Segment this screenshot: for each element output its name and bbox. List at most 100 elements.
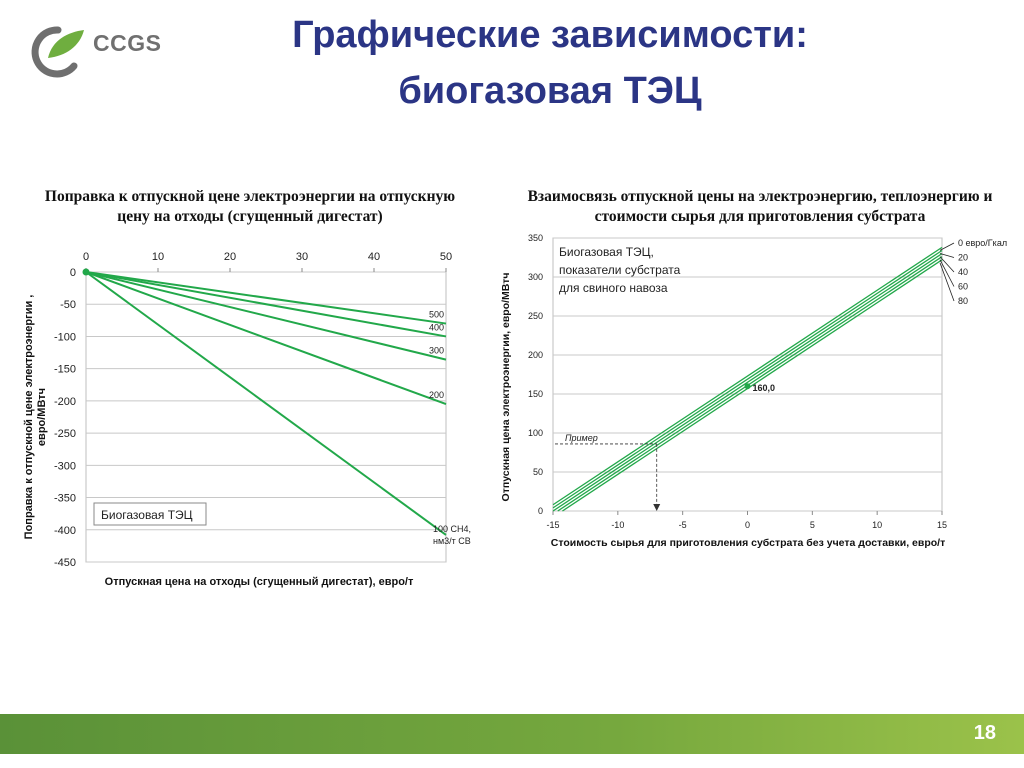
chart1-title-line2: цену на отходы (сгущенный дигестат): [117, 208, 383, 225]
chart1-series-label-line2: нм3/т СВ: [433, 536, 471, 546]
chart2-y-tick-label: 0: [538, 506, 543, 516]
chart1-y-tick-label: 0: [70, 267, 76, 279]
chart2-y-tick-label: 200: [528, 350, 543, 360]
chart2-legend-leader: [939, 253, 955, 258]
chart1-y-tick-label: -100: [54, 331, 76, 343]
chart2-annotation-line2: показатели субстрата: [559, 263, 681, 277]
chart2-point-marker: [744, 383, 751, 390]
chart2-example-arrow-icon: [653, 504, 661, 511]
logo-text: CCGS: [93, 30, 162, 56]
chart1-x-tick-label: 10: [152, 251, 164, 263]
chart2-xlabel: Стоимость сырья для приготовления субстр…: [551, 537, 945, 549]
chart1-series-label-line1: 100 CH4,: [433, 524, 471, 534]
chart2-series-labels: 0 евро/Гкал 20 40 60 80: [958, 238, 1007, 306]
chart2-legend-leader: [939, 256, 955, 273]
chart1-x-tick-label: 30: [296, 251, 308, 263]
chart2: 0 50 100 150 200 250 300 350 -15 -10 -5 0 5 10 15 0 е…: [500, 233, 1007, 549]
chart2-series-label: 20: [958, 253, 968, 263]
chart1-y-tick-label: -450: [54, 557, 76, 569]
chart1-y-tick-label: -350: [54, 493, 76, 505]
logo-ring: [31, 26, 78, 78]
chart2-annotation-line1: Биогазовая ТЭЦ,: [559, 245, 654, 259]
footer-bar: [0, 714, 1024, 754]
chart2-series: [552, 246, 943, 512]
chart1-series-line: [85, 271, 447, 361]
chart2-legend-leader: [939, 242, 955, 251]
chart2-point-label: 160,0: [753, 383, 776, 393]
chart1-x-tick-label: 40: [368, 251, 380, 263]
chart1-y-ticks: 0 -50 -100 -150 -200 -250 -300 -350 -400 -450: [54, 267, 76, 569]
chart2-series-label: 40: [958, 267, 968, 277]
chart2-x-tick-label: -15: [546, 520, 559, 530]
chart2-x-tick-label: 15: [937, 520, 947, 530]
slide-title-line1: Графические зависимости:: [292, 14, 808, 56]
chart1-xlabel: Отпускная цена на отходы (сгущенный диге…: [105, 576, 414, 588]
chart2-y-tick-label: 100: [528, 428, 543, 438]
chart1-x-tick-label: 20: [224, 251, 236, 263]
chart2-annotation: Биогазовая ТЭЦ, показатели субстрата для…: [559, 245, 681, 295]
chart1-series-line: [85, 271, 447, 325]
chart2-x-tick-label: 5: [810, 520, 815, 530]
chart1-series-labels: 500 400 300 200 100 CH4, нм3/т СВ: [429, 310, 471, 546]
chart2-example-label: Пример: [565, 433, 598, 443]
chart2-title: Взаимосвязь отпускной цены на электроэне…: [500, 187, 1020, 227]
chart2-legend-leader: [939, 259, 955, 287]
chart2-title-line1: Взаимосвязь отпускной цены на электроэне…: [527, 188, 993, 205]
chart1-y-tick-label: -300: [54, 460, 76, 472]
page-number: 18: [973, 722, 996, 744]
chart1-origin-marker: [82, 268, 90, 276]
chart2-legend-leaders: [939, 242, 955, 302]
chart2-title-line2: стоимости сырья для приготовления субстр…: [594, 208, 926, 225]
chart2-y-tick-label: 300: [528, 272, 543, 282]
ccgs-logo: [31, 26, 84, 78]
chart2-y-tick-label: 250: [528, 311, 543, 321]
chart2-x-tick-label: -5: [679, 520, 687, 530]
slide-title-line2: биогазовая ТЭЦ: [398, 70, 702, 112]
chart1-series-label: 300: [429, 346, 444, 356]
chart1-series-line: [85, 271, 447, 406]
chart2-series-label: 0 евро/Гкал: [958, 238, 1007, 248]
chart2-series-label: 60: [958, 282, 968, 292]
chart2-y-tick-label: 150: [528, 389, 543, 399]
chart1-series-label: 500: [429, 310, 444, 320]
chart2-y-ticks: 0 50 100 150 200 250 300 350: [528, 233, 543, 516]
chart1-series-label: 200: [429, 390, 444, 400]
chart1-y-tick-label: -400: [54, 525, 76, 537]
chart2-x-tick-label: -10: [611, 520, 624, 530]
chart2-y-tick-label: 350: [528, 233, 543, 243]
chart1-ylabel-line2: евро/МВтч: [36, 388, 48, 446]
chart1-title: Поправка к отпускной цене электроэнергии…: [0, 187, 500, 227]
chart2-plot-area: [552, 237, 943, 512]
logo-leaf-icon: [48, 30, 84, 58]
chart1-annotation-box: [93, 502, 207, 526]
chart1-x-tick-label: 50: [440, 251, 452, 263]
chart1-gridlines: [86, 271, 446, 563]
chart1-series-line: [85, 271, 447, 338]
chart2-series-label: 80: [958, 296, 968, 306]
chart2-series-line: [552, 249, 943, 509]
chart2-series-line: [562, 259, 943, 512]
chart1-series-line: [85, 271, 447, 536]
chart1-y-tick-label: -200: [54, 396, 76, 408]
chart2-y-tick-label: 50: [533, 467, 543, 477]
chart1-series: [85, 271, 447, 536]
chart2-series-line: [552, 246, 943, 506]
chart2-x-ticks: -15 -10 -5 0 5 10 15: [546, 511, 947, 530]
chart1-x-ticks: 0 10 20 30 40 50: [83, 251, 452, 272]
chart2-annotation-line3: для свиного навоза: [559, 281, 668, 295]
chart1-y-tick-label: -150: [54, 364, 76, 376]
chart2-legend-leader: [939, 262, 955, 302]
chart1-x-tick-label: 0: [83, 251, 89, 263]
chart1: 0 -50 -100 -150 -200 -250 -300 -350 -400 -450 0 10…: [23, 251, 471, 588]
chart2-ylabel: Отпускная цена электроэнергии, евро/МВтч: [500, 273, 512, 502]
chart2-series-line: [552, 253, 943, 512]
chart2-x-tick-label: 10: [872, 520, 882, 530]
chart1-y-tick-label: -50: [60, 299, 76, 311]
chart1-series-label: 400: [429, 322, 444, 332]
chart2-x-tick-label: 0: [745, 520, 750, 530]
chart1-y-tick-label: -250: [54, 428, 76, 440]
chart2-series-line: [557, 256, 943, 512]
chart1-title-line1: Поправка к отпускной цене электроэнергии…: [44, 188, 456, 205]
chart1-ylabel-line1: Поправка к отпускной цене электроэнергии…: [23, 295, 35, 540]
